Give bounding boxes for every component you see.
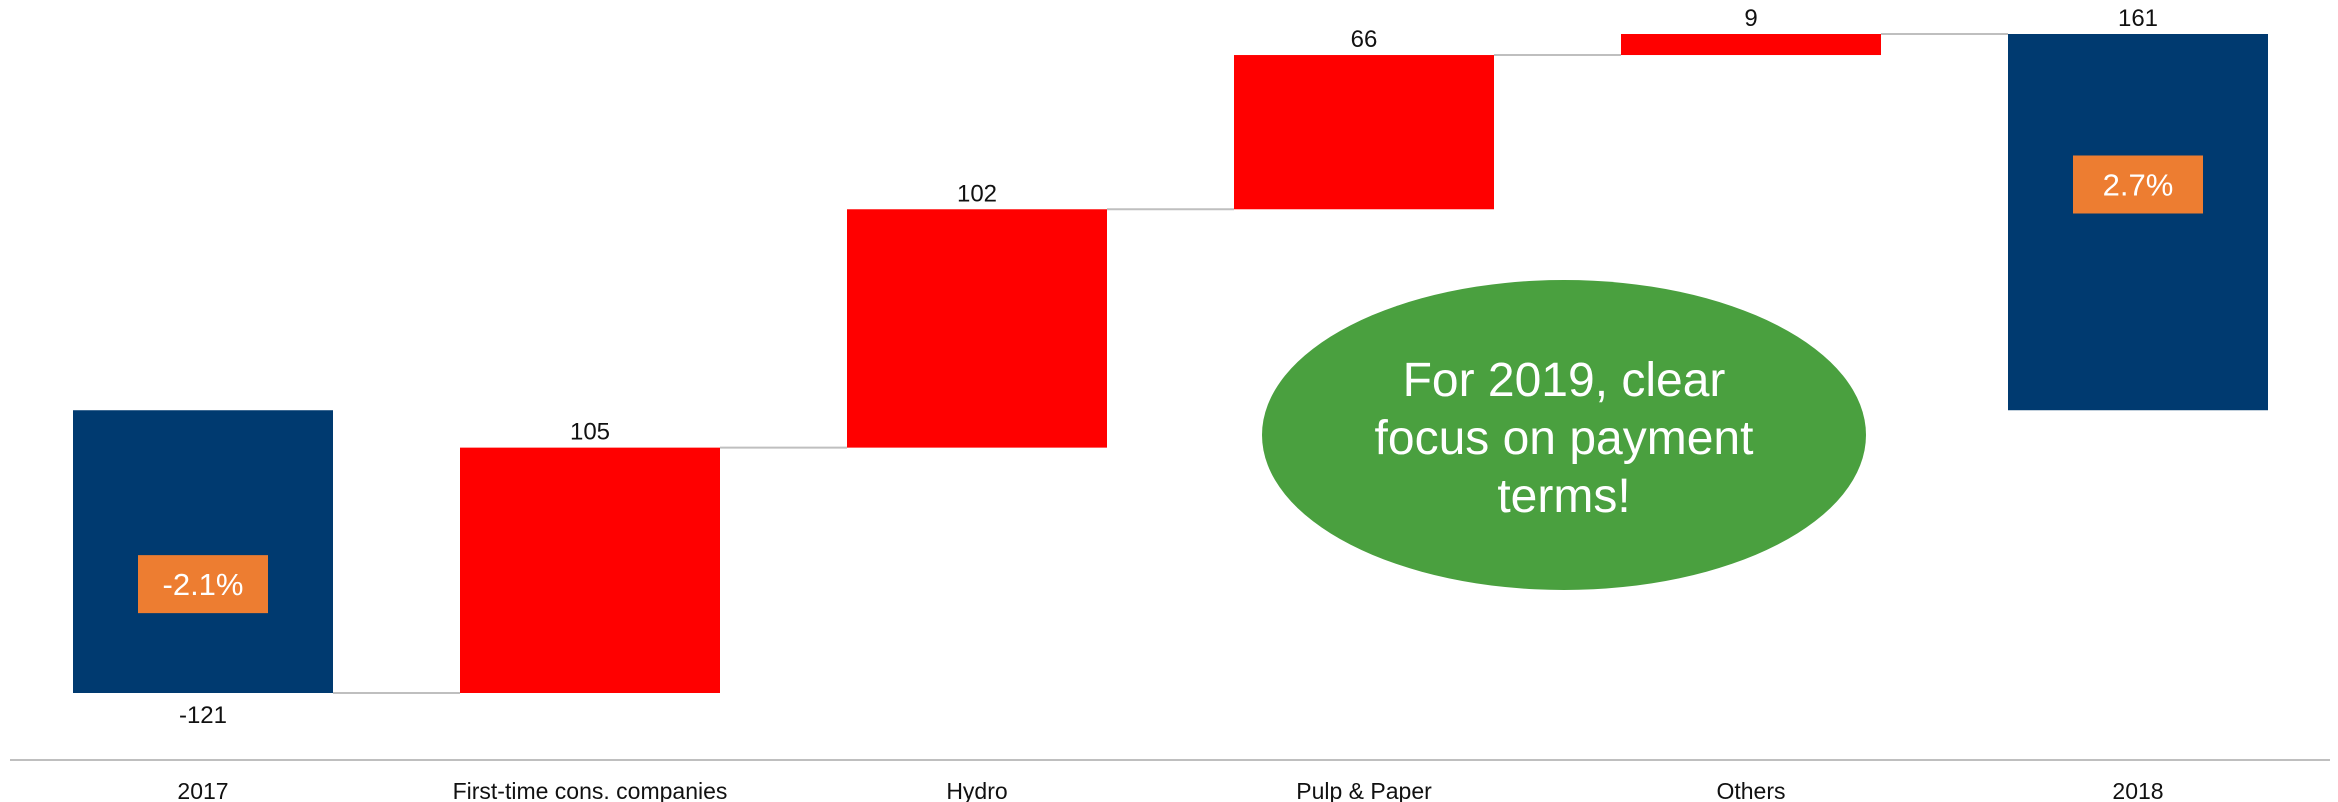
callout-line-2: focus on payment [1375,412,1754,465]
value-label-hydro: 102 [957,180,997,207]
bar-first-time-cons-companies [460,447,720,693]
badge-label-2017: -2.1% [163,567,244,602]
bar-hydro [847,209,1107,448]
value-label-others: 9 [1744,5,1757,32]
badge-label-2018: 2.7% [2103,167,2174,202]
callout-line-3: terms! [1497,470,1630,523]
value-labels: -121 105 102 66 9 161 [179,5,2158,729]
bar-2018 [2008,34,2268,411]
category-label-first-time-cons-companies: First-time cons. companies [453,778,728,802]
category-label-pulp-paper: Pulp & Paper [1296,778,1432,802]
callout-ellipse [1262,280,1866,590]
badge-2017 [138,555,268,614]
value-label-2017: -121 [179,702,227,729]
value-label-2018: 161 [2118,5,2158,32]
callout: For 2019, clear focus on payment terms! [1262,280,1866,590]
badge-2018 [2073,155,2203,214]
percent-badges: -2.1% 2.7% [138,155,2203,614]
bars [73,34,2268,693]
bar-2017 [73,410,333,693]
callout-line-1: For 2019, clear [1403,354,1726,407]
bar-others [1621,34,1881,56]
bar-pulp-paper [1234,55,1494,210]
connector-lines [333,33,2008,694]
category-labels: 2017 First-time cons. companies Hydro Pulp … [177,778,2163,802]
category-label-others: Others [1716,778,1785,802]
value-label-pulp-paper: 66 [1351,26,1378,53]
category-label-2018: 2018 [2112,778,2163,802]
value-label-first-time-cons-companies: 105 [570,419,610,446]
category-label-2017: 2017 [177,778,228,802]
category-label-hydro: Hydro [946,778,1007,802]
